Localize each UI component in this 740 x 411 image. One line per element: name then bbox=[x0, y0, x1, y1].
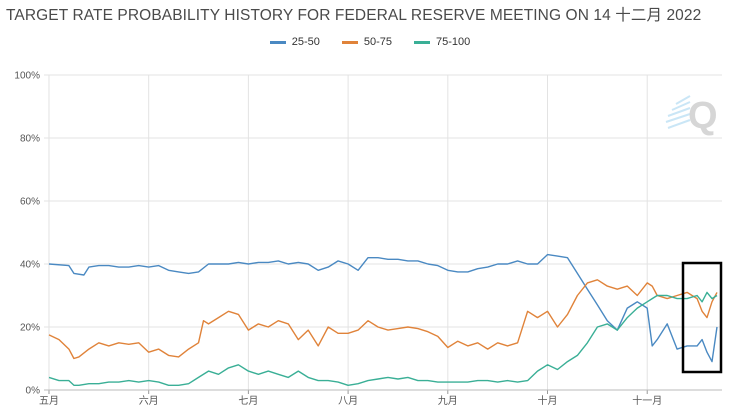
y-axis: 0% 20% 40% 60% 80% 100% bbox=[14, 71, 40, 397]
legend-swatch-75-100 bbox=[414, 40, 430, 44]
y-tick-label: 60% bbox=[20, 197, 40, 208]
legend: 25-50 50-75 75-100 bbox=[0, 36, 740, 48]
legend-swatch-25-50 bbox=[269, 40, 286, 44]
q-logo-icon: Q bbox=[665, 95, 718, 137]
y-tick-label: 20% bbox=[20, 323, 40, 334]
legend-item-50-75[interactable]: 50-75 bbox=[341, 36, 392, 48]
legend-label-50-75: 50-75 bbox=[363, 36, 392, 48]
series-layer bbox=[48, 253, 718, 386]
x-tick-label: 七月 bbox=[238, 395, 258, 407]
legend-label-25-50: 25-50 bbox=[291, 36, 320, 48]
legend-swatch-50-75 bbox=[341, 40, 358, 44]
x-tick-label: 六月 bbox=[139, 395, 159, 407]
series-line-25-50[interactable] bbox=[48, 253, 718, 363]
grid-layer bbox=[44, 74, 722, 391]
highlight-box bbox=[681, 261, 723, 374]
x-tick-label: 十月 bbox=[538, 394, 558, 407]
legend-item-25-50[interactable]: 25-50 bbox=[269, 36, 320, 48]
y-tick-label: 40% bbox=[20, 260, 40, 271]
series-line-75-100[interactable] bbox=[48, 291, 718, 386]
y-tick-label: 100% bbox=[14, 71, 40, 82]
x-tick-label: 九月 bbox=[438, 395, 458, 407]
y-tick-label: 0% bbox=[26, 386, 41, 397]
x-tick-label: 八月 bbox=[338, 395, 358, 407]
legend-label-75-100: 75-100 bbox=[436, 36, 471, 48]
x-axis: 五月 六月 七月 八月 九月 十月 十一月 bbox=[39, 389, 722, 407]
series-line-50-75[interactable] bbox=[48, 279, 718, 360]
y-tick-label: 80% bbox=[20, 134, 40, 145]
x-tick-label: 五月 bbox=[39, 395, 59, 407]
legend-item-75-100[interactable]: 75-100 bbox=[414, 36, 470, 48]
chart-title: TARGET RATE PROBABILITY HISTORY FOR FEDE… bbox=[6, 7, 702, 24]
x-tick-label: 十一月 bbox=[632, 394, 662, 407]
svg-text:Q: Q bbox=[688, 95, 718, 137]
